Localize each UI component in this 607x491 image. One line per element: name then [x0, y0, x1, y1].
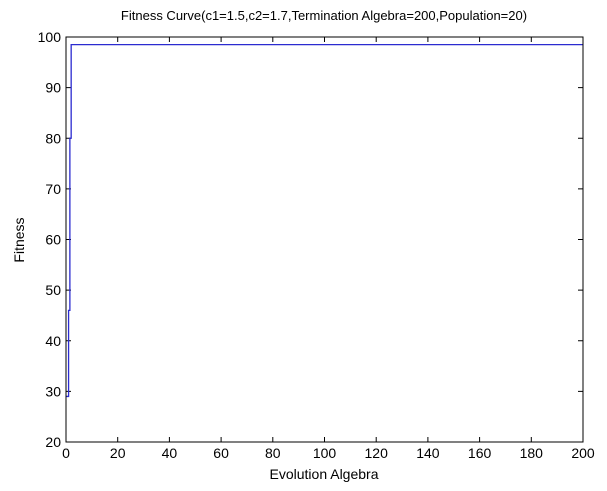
x-tick-label: 40	[162, 445, 178, 461]
x-tick-label: 80	[265, 445, 281, 461]
y-tick-label: 80	[45, 130, 61, 146]
axis-ticks: 0 20 40 60 80 100 120 140 160 180 2002030405060708…	[38, 29, 595, 461]
x-tick-label: 180	[520, 445, 544, 461]
plot-frame	[65, 36, 584, 443]
x-tick-label: 100	[313, 445, 337, 461]
y-tick-label: 70	[45, 181, 61, 197]
y-tick-label: 30	[45, 383, 61, 399]
y-tick-label: 20	[45, 434, 61, 450]
y-axis-label: Fitness	[11, 217, 27, 262]
x-tick-label: 140	[416, 445, 440, 461]
series-layer	[66, 43, 583, 398]
plot-area	[66, 37, 583, 442]
y-tick-label: 40	[45, 333, 61, 349]
x-tick-label: 200	[571, 445, 595, 461]
x-axis-label: Evolution Algebra	[270, 466, 379, 482]
y-tick-label: 60	[45, 232, 61, 248]
chart-title: Fitness Curve(c1=1.5,c2=1.7,Termination …	[121, 8, 527, 23]
y-tick-label: 50	[45, 282, 61, 298]
y-tick-label: 90	[45, 80, 61, 96]
x-tick-label: 160	[468, 445, 492, 461]
x-tick-label: 20	[110, 445, 126, 461]
x-tick-label: 60	[213, 445, 229, 461]
x-tick-label: 0	[62, 445, 70, 461]
fitness-series-line	[66, 43, 583, 398]
y-tick-label: 100	[38, 29, 62, 45]
x-tick-label: 120	[365, 445, 389, 461]
